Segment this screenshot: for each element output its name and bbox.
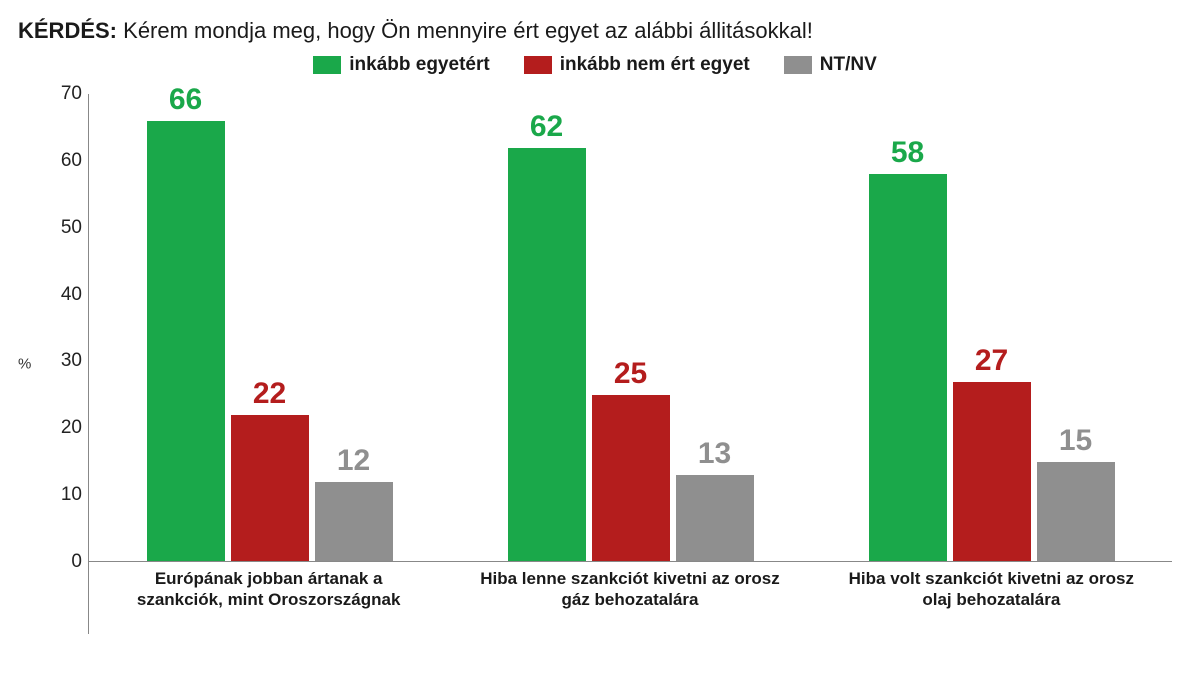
legend-swatch	[313, 56, 341, 74]
bar-rect	[1037, 462, 1115, 562]
bar-rect	[869, 174, 947, 562]
bar: 12	[315, 482, 393, 562]
bar-rect	[508, 148, 586, 563]
legend-swatch	[784, 56, 812, 74]
plot-area: 662212622513582715	[88, 94, 1172, 634]
bar-rect	[953, 382, 1031, 563]
y-tick: 60	[61, 150, 82, 172]
y-tick: 10	[61, 484, 82, 506]
y-tick: 50	[61, 217, 82, 239]
legend-item: NT/NV	[784, 54, 877, 76]
legend-item: inkább egyetért	[313, 54, 489, 76]
bar-value-label: 58	[891, 136, 924, 170]
bar: 22	[231, 415, 309, 562]
bar-rect	[592, 395, 670, 562]
legend-item: inkább nem ért egyet	[524, 54, 750, 76]
bar-value-label: 13	[698, 437, 731, 471]
legend-swatch	[524, 56, 552, 74]
bar: 62	[508, 148, 586, 563]
bar-rect	[315, 482, 393, 562]
y-tick: 70	[61, 83, 82, 105]
title-text: Kérem mondja meg, hogy Ön mennyire ért e…	[123, 18, 813, 43]
bar-value-label: 27	[975, 344, 1008, 378]
bar-rect	[231, 415, 309, 562]
bar-groups: 662212622513582715	[89, 94, 1172, 562]
bar-value-label: 66	[169, 83, 202, 117]
x-category-label: Hiba volt szankciót kivetni az orosz ola…	[811, 562, 1172, 634]
chart-title: KÉRDÉS: Kérem mondja meg, hogy Ön mennyi…	[18, 18, 1172, 44]
y-tick: 0	[71, 551, 82, 573]
y-tick: 20	[61, 417, 82, 439]
bar-rect	[147, 121, 225, 562]
bar-value-label: 62	[530, 110, 563, 144]
x-category-label: Hiba lenne szankciót kivetni az orosz gá…	[449, 562, 810, 634]
y-axis: 010203040506070	[18, 94, 88, 634]
y-tick: 30	[61, 350, 82, 372]
legend-label: inkább nem ért egyet	[560, 54, 750, 76]
bar: 15	[1037, 462, 1115, 562]
bar-value-label: 12	[337, 444, 370, 478]
legend-label: NT/NV	[820, 54, 877, 76]
bar-group: 662212	[89, 94, 450, 562]
bar-value-label: 15	[1059, 424, 1092, 458]
bar: 58	[869, 174, 947, 562]
bar: 27	[953, 382, 1031, 563]
bar: 25	[592, 395, 670, 562]
x-axis-labels: Európának jobban ártanak a szankciók, mi…	[88, 562, 1172, 634]
bar-group: 622513	[450, 94, 811, 562]
bar: 13	[676, 475, 754, 562]
chart: % 010203040506070 662212622513582715 Eur…	[18, 94, 1172, 634]
bar-rect	[676, 475, 754, 562]
bar-value-label: 25	[614, 357, 647, 391]
bar-group: 582715	[811, 94, 1172, 562]
bar: 66	[147, 121, 225, 562]
bar-value-label: 22	[253, 377, 286, 411]
legend: inkább egyetért inkább nem ért egyet NT/…	[18, 54, 1172, 76]
x-category-label: Európának jobban ártanak a szankciók, mi…	[88, 562, 449, 634]
title-prefix: KÉRDÉS:	[18, 18, 117, 43]
y-tick: 40	[61, 284, 82, 306]
legend-label: inkább egyetért	[349, 54, 489, 76]
